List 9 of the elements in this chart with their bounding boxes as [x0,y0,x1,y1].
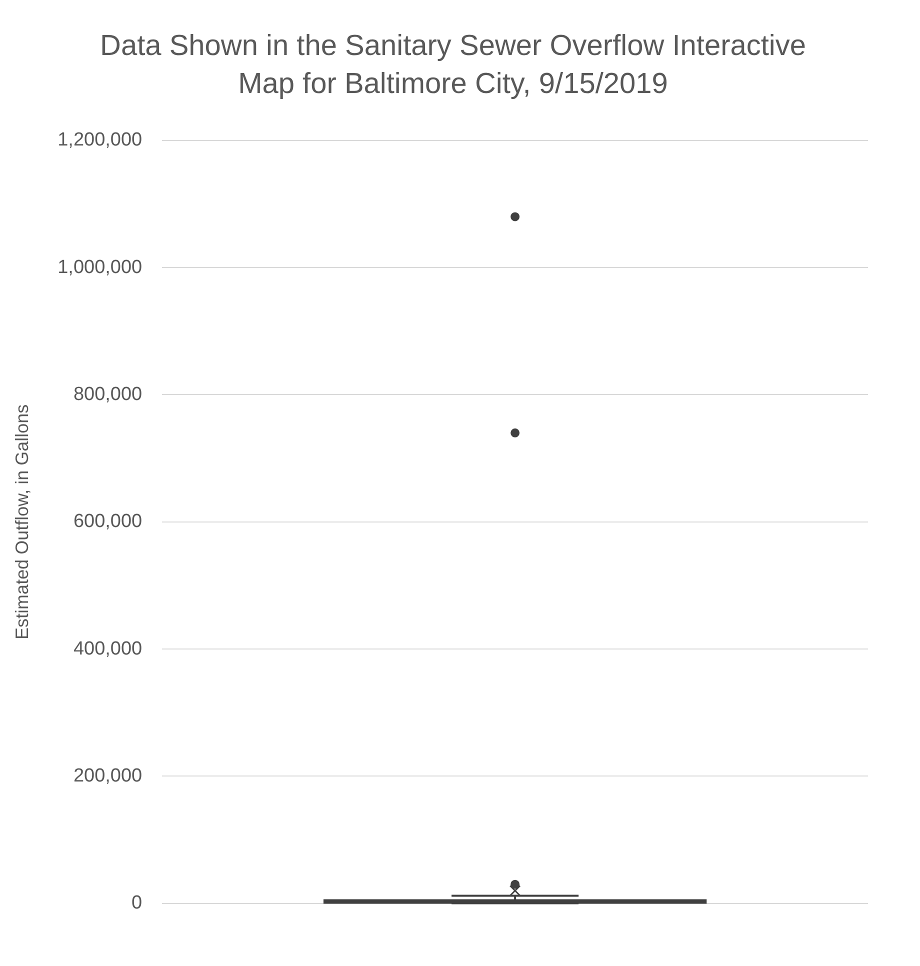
y-tick-label: 0 [132,893,142,914]
y-tick-label: 400,000 [73,638,142,660]
y-tick-label: 1,200,000 [58,130,142,152]
y-axis-title: Estimated Outflow, in Gallons [12,404,32,640]
y-tick-label: 1,000,000 [58,257,142,278]
chart-title: Data Shown in the Sanitary Sewer Overflow Interactive Map for Baltimore City, 9/15/2019 [99,29,807,102]
y-tick-label: 800,000 [73,384,142,406]
y-tick-label: 600,000 [73,512,142,533]
y-tick-label: 200,000 [73,766,142,787]
